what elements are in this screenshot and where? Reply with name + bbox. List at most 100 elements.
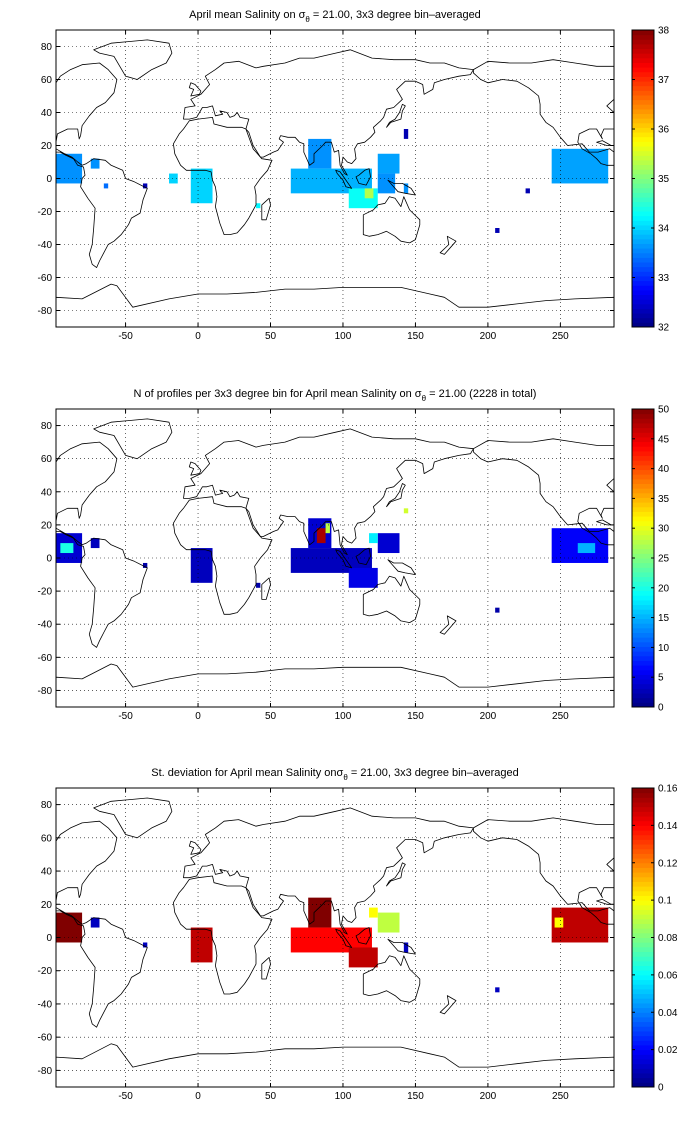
colorbar-step bbox=[632, 576, 654, 582]
colorbar-tick-label: 33 bbox=[658, 273, 670, 284]
colorbar-step bbox=[632, 220, 654, 226]
y-tick-label: 0 bbox=[46, 554, 52, 565]
data-bin-3 bbox=[142, 942, 148, 948]
coastline-12 bbox=[56, 663, 614, 707]
colorbar-tick-label: 0 bbox=[658, 1083, 664, 1094]
colorbar-step bbox=[632, 965, 654, 971]
colorbar-step bbox=[632, 548, 654, 554]
colorbar-step bbox=[632, 322, 654, 328]
data-bin-16 bbox=[551, 148, 609, 184]
colorbar-step bbox=[632, 234, 654, 240]
colorbar-step bbox=[632, 113, 654, 119]
colorbar-tick-label: 0.14 bbox=[658, 821, 678, 832]
colorbar-step bbox=[632, 497, 654, 503]
coastline-3 bbox=[93, 797, 173, 839]
colorbar-step bbox=[632, 43, 654, 50]
colorbar-step bbox=[632, 937, 654, 943]
colorbar-step bbox=[632, 660, 654, 666]
colorbar-step bbox=[632, 446, 654, 452]
y-tick-label: -40 bbox=[38, 999, 53, 1010]
y-tick-label: 40 bbox=[41, 487, 53, 498]
colorbar-step bbox=[632, 811, 654, 817]
x-tick-label: 0 bbox=[195, 331, 201, 342]
data-bin-7 bbox=[348, 947, 378, 968]
coastline-6 bbox=[261, 577, 271, 600]
coastline-13 bbox=[472, 817, 614, 925]
colorbar-step bbox=[632, 275, 654, 282]
y-tick-label: -60 bbox=[38, 273, 53, 284]
colorbar-tick-label: 0.12 bbox=[658, 858, 678, 869]
colorbar-step bbox=[632, 848, 654, 854]
y-tick-label: -20 bbox=[38, 207, 53, 218]
colorbar-step bbox=[632, 464, 654, 471]
colorbar-step bbox=[632, 488, 654, 494]
colorbar-step bbox=[632, 590, 654, 596]
colorbar-step bbox=[632, 71, 654, 77]
colorbar-step bbox=[632, 187, 654, 193]
colorbar-step bbox=[632, 520, 654, 526]
colorbar-step bbox=[632, 303, 654, 309]
colorbar-step bbox=[632, 455, 654, 461]
x-tick-label: 100 bbox=[335, 711, 352, 722]
colorbar-step bbox=[632, 816, 654, 822]
colorbar-step bbox=[632, 1082, 654, 1088]
y-tick-label: -80 bbox=[38, 1066, 53, 1077]
coastline-11 bbox=[386, 103, 406, 128]
colorbar-step bbox=[632, 313, 654, 319]
colorbar-step bbox=[632, 637, 654, 643]
panel-title: April mean Salinity on σθ = 21.00, 3x3 d… bbox=[189, 9, 481, 24]
colorbar-step bbox=[632, 108, 654, 115]
x-tick-label: 250 bbox=[552, 711, 569, 722]
data-bin-13 bbox=[377, 173, 396, 194]
colorbar-step bbox=[632, 285, 654, 291]
y-tick-label: 20 bbox=[41, 141, 53, 152]
colorbar: 32 33 34 35 36 37 38 bbox=[631, 26, 670, 334]
colorbar-step bbox=[632, 132, 654, 138]
colorbar-step bbox=[632, 900, 654, 906]
y-tick-label: -40 bbox=[38, 240, 53, 251]
coastline-13 bbox=[472, 59, 614, 166]
colorbar-tick-label: 20 bbox=[658, 583, 670, 594]
data-bin-12 bbox=[377, 153, 400, 174]
y-tick-label: 20 bbox=[41, 520, 53, 531]
y-tick-label: -20 bbox=[38, 587, 53, 598]
colorbar-step bbox=[632, 613, 654, 620]
coastline-12 bbox=[56, 1043, 614, 1087]
coastline-5 bbox=[172, 875, 273, 995]
colorbar-tick-label: 15 bbox=[658, 613, 670, 624]
coastline-8 bbox=[355, 927, 371, 945]
colorbar-step bbox=[632, 141, 654, 147]
colorbar-step bbox=[632, 993, 654, 999]
colorbar-step bbox=[632, 970, 654, 976]
coastline-11 bbox=[386, 862, 406, 887]
colorbar-step bbox=[632, 1049, 654, 1055]
colorbar-step bbox=[632, 914, 654, 920]
colorbar-step bbox=[632, 450, 654, 457]
x-tick-label: 50 bbox=[265, 1091, 277, 1102]
colorbar-step bbox=[632, 567, 654, 573]
y-tick-label: -80 bbox=[38, 686, 53, 697]
y-tick-label: 80 bbox=[41, 42, 53, 53]
colorbar-step bbox=[632, 867, 654, 873]
data-bin-7 bbox=[256, 203, 261, 209]
colorbar-step bbox=[632, 289, 654, 296]
colorbar-step bbox=[632, 562, 654, 568]
colorbar-step bbox=[632, 844, 654, 850]
colorbar-step bbox=[632, 469, 654, 475]
coastline-10 bbox=[387, 559, 416, 575]
colorbar-step bbox=[632, 802, 654, 808]
colorbar-step bbox=[632, 1063, 654, 1069]
colorbar-step bbox=[632, 1002, 654, 1009]
colorbar-step bbox=[632, 609, 654, 615]
colorbar-step bbox=[632, 104, 654, 110]
colorbar-step bbox=[632, 413, 654, 419]
colorbar-step bbox=[632, 1077, 654, 1083]
colorbar-step bbox=[632, 99, 654, 105]
colorbar-step bbox=[632, 215, 654, 221]
colorbar-step bbox=[632, 248, 654, 254]
colorbar-step bbox=[632, 623, 654, 629]
colorbar-tick-label: 37 bbox=[658, 75, 670, 86]
data-bin-13 bbox=[369, 533, 378, 544]
colorbar-step bbox=[632, 834, 654, 840]
colorbar-step bbox=[632, 655, 654, 661]
